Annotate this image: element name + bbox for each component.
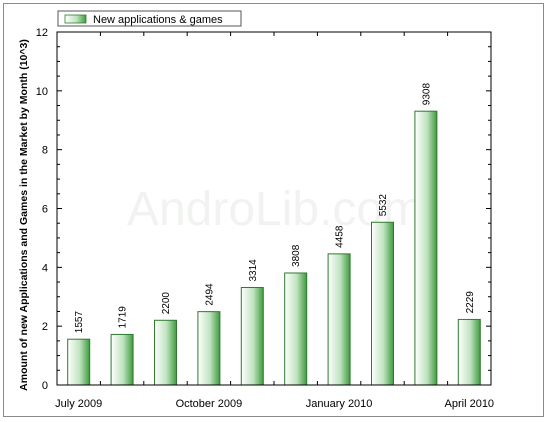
y-axis-title: Amount of new Applications and Games in … (18, 39, 30, 391)
bar (154, 319, 177, 386)
y-tick-label: 6 (42, 204, 48, 216)
bar-value-label: 3808 (291, 244, 302, 267)
bar-value-label: 2494 (204, 283, 215, 306)
bar-value-label: 4458 (335, 225, 346, 248)
bar-value-label: 1557 (74, 311, 85, 334)
bar (67, 338, 91, 386)
y-tick-label: 0 (42, 380, 48, 392)
legend: New applications & games (57, 10, 242, 27)
x-tick-label: January 2010 (306, 398, 373, 410)
chart-frame (3, 3, 544, 417)
y-tick-label: 12 (36, 27, 48, 39)
bar-value-label: 5532 (378, 194, 389, 217)
bar (457, 318, 481, 386)
bar-value-label: 2200 (161, 292, 172, 315)
bar (110, 333, 134, 386)
x-tick-label: July 2009 (55, 398, 102, 410)
bar (240, 287, 264, 386)
legend-swatch (64, 14, 87, 24)
bar (371, 221, 394, 386)
bar-value-label: 2229 (465, 291, 476, 314)
bar-value-label: 1719 (118, 306, 129, 329)
legend-box (57, 10, 242, 27)
bar (414, 110, 438, 386)
x-tick-label: April 2010 (445, 398, 495, 410)
y-tick-label: 10 (36, 86, 48, 98)
bar (197, 311, 221, 386)
legend-label: New applications & games (93, 14, 223, 26)
bar-value-label: 3314 (248, 259, 259, 282)
bar (284, 272, 308, 386)
y-tick-label: 8 (42, 145, 48, 157)
x-tick-label: October 2009 (176, 398, 243, 410)
y-tick-label: 4 (42, 262, 48, 274)
bar-value-label: 9308 (421, 83, 432, 106)
y-tick-label: 2 (42, 321, 48, 333)
bar (327, 253, 351, 386)
